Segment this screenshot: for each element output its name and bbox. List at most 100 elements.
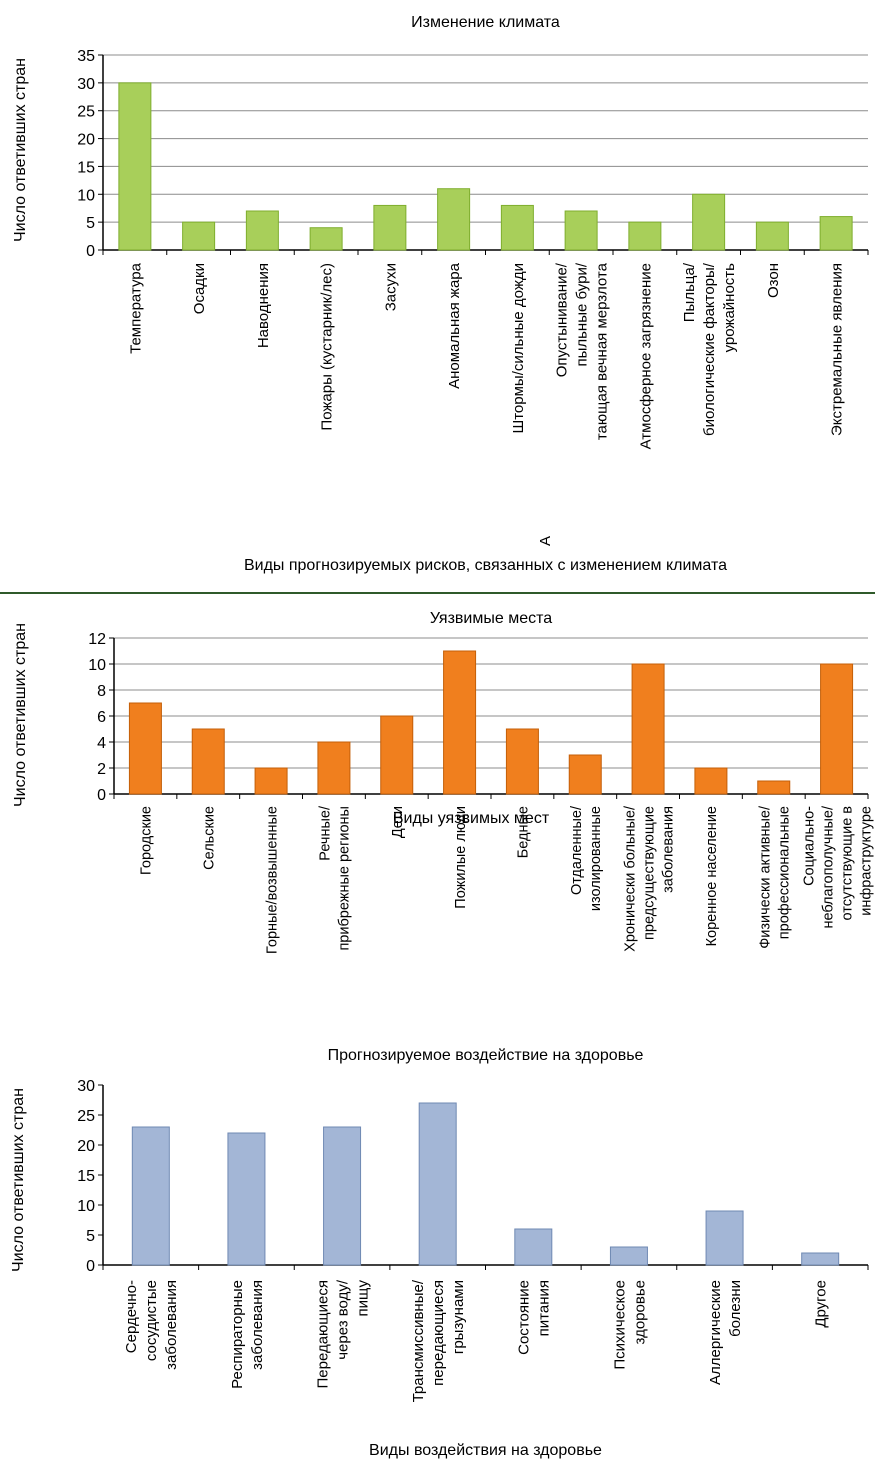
x-category-label: Озон: [765, 263, 782, 298]
bar: [131, 1126, 170, 1266]
x-category-label: пищу: [354, 1280, 371, 1317]
y-tick-label: 5: [86, 215, 95, 232]
bar: [118, 82, 152, 251]
y-tick-label: 10: [88, 657, 106, 674]
x-category-label: через воду/: [334, 1279, 351, 1360]
x-category-label: изолированные: [588, 806, 604, 911]
chart-title: Прогнозируемое воздействие на здоровье: [328, 1047, 644, 1064]
bar: [819, 216, 853, 251]
y-tick-label: 0: [86, 1258, 95, 1275]
x-category-label: биологические факторы/: [701, 262, 718, 436]
y-axis-label: Число ответивших стран: [12, 58, 29, 242]
bar: [801, 1252, 840, 1266]
chart-title: Уязвимые места: [430, 610, 552, 627]
x-axis-label: Виды воздействия на здоровье: [369, 1442, 602, 1459]
x-category-label: тающая вечная мерзлота: [594, 262, 611, 440]
x-category-label: Респираторные: [229, 1280, 246, 1389]
y-tick-label: 0: [97, 787, 106, 804]
bar: [757, 780, 791, 795]
bar: [568, 754, 602, 795]
bar: [443, 650, 477, 795]
y-tick-label: 12: [88, 631, 106, 648]
x-category-label: заболевания: [249, 1280, 266, 1370]
x-category-label: прибрежные регионы: [337, 806, 353, 951]
bar: [254, 767, 288, 795]
x-label-fragment: А: [537, 536, 554, 546]
bar: [323, 1126, 362, 1266]
x-category-label: отсутствующие в: [839, 806, 855, 921]
x-category-label: Бедные: [516, 806, 532, 858]
x-category-label: здоровье: [631, 1280, 648, 1344]
x-category-label: Пожары (кустарник/лес): [319, 263, 336, 431]
y-tick-label: 15: [77, 1168, 95, 1185]
bar: [227, 1132, 266, 1266]
x-category-label: Городские: [139, 806, 155, 875]
bar: [317, 741, 351, 795]
x-category-label: Наводнения: [255, 263, 272, 348]
x-category-label: Атмосферное загрязнение: [637, 263, 654, 449]
bar: [820, 663, 854, 795]
y-tick-label: 35: [77, 48, 95, 65]
x-category-label: Штормы/сильные дожди: [510, 263, 527, 434]
x-category-label: профессиональные: [776, 806, 792, 939]
x-category-label: Аллергические: [707, 1280, 724, 1385]
bar: [418, 1102, 457, 1266]
y-tick-label: 6: [97, 709, 106, 726]
x-category-label: урожайность: [721, 263, 738, 353]
y-tick-label: 25: [77, 1108, 95, 1125]
y-axis-label: Число ответивших стран: [10, 1088, 27, 1272]
x-category-label: Отдаленные/: [569, 805, 585, 895]
bar: [705, 1210, 744, 1266]
x-category-label: Трансмиссивные/: [410, 1279, 427, 1402]
x-category-label: Передающиеся: [314, 1280, 331, 1389]
x-category-label: заболевания: [660, 806, 676, 893]
x-category-label: Пыльца/: [681, 262, 698, 322]
x-category-label: Физически активные/: [757, 805, 773, 949]
y-tick-label: 20: [77, 1138, 95, 1155]
bar: [182, 221, 216, 251]
x-category-label: передающиеся: [430, 1280, 447, 1386]
x-category-label: Экстремальные явления: [829, 263, 846, 436]
bar: [500, 204, 534, 251]
x-category-label: Социально-: [801, 806, 817, 886]
y-tick-label: 20: [77, 132, 95, 149]
bar: [609, 1246, 648, 1266]
bar: [755, 221, 789, 251]
bar: [437, 188, 471, 251]
bar: [245, 210, 279, 251]
y-tick-label: 5: [86, 1228, 95, 1245]
x-category-label: предсуществующие: [641, 806, 657, 940]
bar: [380, 715, 414, 795]
y-tick-label: 4: [97, 735, 106, 752]
x-category-label: Сердечно-: [123, 1280, 140, 1353]
x-category-label: Температура: [127, 262, 144, 354]
bar: [631, 663, 665, 795]
x-category-label: Коренное население: [704, 806, 720, 946]
x-category-label: Дети: [390, 806, 406, 838]
x-category-label: Засухи: [382, 263, 399, 311]
bar: [505, 728, 539, 795]
bar: [514, 1228, 553, 1266]
y-tick-label: 2: [97, 761, 106, 778]
x-category-label: Опустынивание/: [554, 262, 571, 377]
bar: [692, 193, 726, 251]
bar: [128, 702, 162, 795]
x-category-label: Аномальная жара: [446, 262, 463, 388]
bar: [628, 221, 662, 251]
chart-title: Изменение климата: [411, 14, 560, 31]
bar: [373, 204, 407, 251]
y-tick-label: 30: [77, 76, 95, 93]
x-category-label: болезни: [727, 1280, 744, 1337]
separator-line: [0, 592, 875, 594]
x-category-label: Сельские: [201, 806, 217, 870]
y-axis-label: Число ответивших стран: [12, 623, 29, 807]
x-category-label: Состояние: [516, 1280, 533, 1355]
bar: [564, 210, 598, 251]
x-category-label: заболевания: [163, 1280, 180, 1370]
x-category-label: Осадки: [191, 263, 208, 314]
y-tick-label: 10: [77, 187, 95, 204]
y-tick-label: 25: [77, 104, 95, 121]
x-category-label: Психическое: [611, 1280, 628, 1370]
x-category-label: сосудистые: [143, 1280, 160, 1361]
